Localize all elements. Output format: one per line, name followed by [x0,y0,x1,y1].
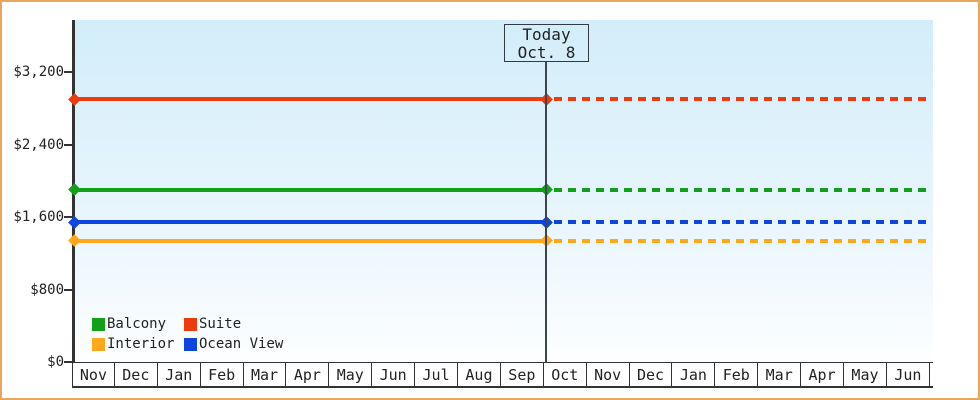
month-cell: Feb [715,363,759,386]
legend-item-ocean-view: Ocean View [184,334,283,354]
legend: Balcony Suite Interior Ocean View [92,314,283,354]
legend-label: Balcony [107,316,167,332]
month-cell: Jan [672,363,716,386]
today-label-line2: Oct. 8 [517,43,576,62]
legend-swatch-icon [184,317,197,331]
month-cell: Jul [415,363,459,386]
legend-label: Suite [199,316,242,332]
month-cell: Sep [501,363,544,386]
legend-item-balcony: Balcony [92,314,184,334]
price-line-projection-ocean-view [554,220,931,225]
y-tick-mark [64,71,73,73]
y-tick-mark [64,216,73,218]
today-vertical-line [545,61,547,362]
month-cell: Dec [630,363,673,386]
y-tick-mark [64,361,73,363]
y-tick-label: $1,600 [13,209,64,225]
legend-swatch-icon [92,337,105,351]
legend-label: Interior [107,336,175,352]
month-cell: May [844,363,887,386]
price-line-solid-suite [75,97,546,102]
month-cell: May [329,363,373,386]
month-cell: Aug [458,363,501,386]
month-cell: Nov [72,363,115,386]
legend-item-suite: Suite [184,314,283,334]
legend-swatch-icon [184,337,197,351]
price-line-solid-interior [75,238,546,243]
month-cell: Jun [372,363,416,386]
today-label-box: Today Oct. 8 [504,24,589,62]
y-tick-label: $2,400 [13,136,64,153]
month-cell: Jan [158,363,201,386]
y-tick-mark [64,288,73,291]
y-tick-label: $3,200 [13,64,64,80]
month-cell: Apr [801,363,845,386]
price-line-projection-balcony [554,187,931,192]
price-line-projection-interior [554,238,931,243]
legend-swatch-icon [92,317,105,331]
legend-label: Ocean View [199,336,284,352]
month-cell-filler [930,363,933,386]
price-line-solid-balcony [75,187,546,192]
price-line-solid-ocean-view [75,220,546,225]
month-cell: Feb [201,363,244,386]
month-cell: Mar [244,363,287,386]
price-line-projection-suite [554,97,931,102]
y-tick-mark [64,143,73,146]
month-cell: Mar [758,363,802,386]
month-cell: Jun [887,363,930,386]
month-cell: Dec [115,363,158,386]
y-tick-label: $0 [47,354,64,370]
month-cell: Apr [286,363,330,386]
today-label-line1: Today [522,25,571,44]
month-cell: Nov [587,363,630,386]
month-cell: Oct [544,363,587,386]
y-tick-label: $800 [30,281,64,298]
x-axis-month-strip: Nov Dec Jan Feb Mar Apr May Jun Jul Aug Sep Oct Nov D… [72,362,933,388]
legend-item-interior: Interior [92,334,184,354]
